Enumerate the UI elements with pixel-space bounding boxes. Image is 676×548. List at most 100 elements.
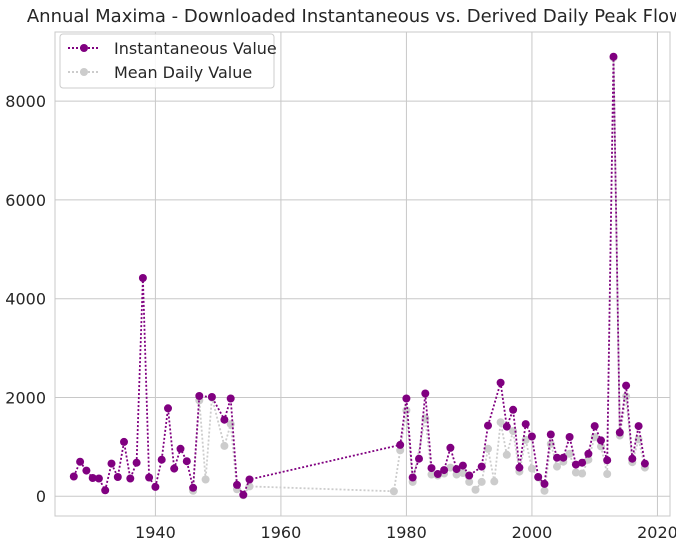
point-instantaneous-1955 — [245, 475, 254, 484]
y-tick-label-4000: 4000 — [5, 290, 46, 309]
point-instantaneous-1941 — [157, 455, 166, 464]
point-mean-daily-1995 — [496, 418, 505, 427]
point-mean-daily-1997 — [509, 427, 518, 436]
series-line-instantaneous — [72, 56, 646, 497]
point-instantaneous-1996 — [502, 422, 511, 431]
legend-label-instantaneous: Instantaneous Value — [114, 39, 277, 58]
y-tick-labels: 0 2000 4000 6000 8000 — [5, 92, 46, 506]
x-tick-label-1940: 1940 — [135, 523, 176, 542]
point-mean-daily-1992 — [477, 477, 486, 486]
point-mean-daily-1996 — [502, 450, 511, 459]
legend-marker-mean-daily — [80, 68, 88, 76]
point-mean-daily-1989 — [458, 469, 467, 477]
legend-label-mean-daily: Mean Daily Value — [114, 63, 252, 82]
point-instantaneous-1954 — [239, 490, 248, 499]
point-instantaneous-1990 — [465, 471, 474, 480]
point-instantaneous-1942 — [164, 404, 172, 413]
point-instantaneous-1944 — [176, 444, 185, 453]
point-instantaneous-1929 — [82, 466, 91, 475]
point-instantaneous-1988 — [452, 465, 461, 474]
series-mean-daily — [189, 53, 649, 500]
point-instantaneous-1940 — [151, 482, 160, 491]
y-tick-label-8000: 8000 — [5, 92, 46, 111]
point-instantaneous-2013 — [609, 52, 618, 61]
point-instantaneous-1987 — [446, 443, 455, 452]
point-instantaneous-1998 — [515, 463, 524, 472]
point-instantaneous-2012 — [603, 456, 612, 465]
point-instantaneous-1935 — [120, 437, 128, 446]
point-instantaneous-1933 — [107, 459, 116, 468]
point-instantaneous-1927 — [69, 472, 78, 481]
y-tick-label-2000: 2000 — [5, 388, 46, 407]
point-instantaneous-1930 — [88, 474, 97, 482]
point-instantaneous-1932 — [101, 486, 110, 495]
legend-marker-instantaneous — [80, 44, 88, 52]
chart-title: Annual Maxima - Downloaded Instantaneous… — [27, 6, 676, 27]
point-instantaneous-1937 — [132, 458, 141, 467]
point-instantaneous-1982 — [415, 454, 423, 463]
point-instantaneous-1980 — [402, 394, 411, 403]
point-mean-daily-1978 — [389, 487, 398, 496]
point-mean-daily-2002 — [540, 486, 549, 495]
point-instantaneous-1983 — [421, 389, 430, 398]
point-instantaneous-1949 — [207, 393, 216, 401]
point-instantaneous-2009 — [584, 449, 593, 458]
point-mean-daily-2017 — [634, 435, 643, 444]
point-instantaneous-2011 — [597, 436, 605, 445]
point-instantaneous-2001 — [534, 473, 543, 481]
point-mean-daily-1991 — [471, 485, 480, 494]
point-instantaneous-1985 — [433, 470, 442, 478]
x-tick-label-2020: 2020 — [637, 523, 676, 542]
point-mean-daily-1948 — [201, 475, 210, 484]
point-mean-daily-2008 — [578, 469, 587, 478]
point-instantaneous-1979 — [396, 440, 405, 449]
point-mean-daily-1990 — [465, 477, 474, 486]
point-instantaneous-1997 — [509, 405, 518, 414]
point-instantaneous-1947 — [195, 392, 204, 400]
x-tick-label-2000: 2000 — [512, 523, 553, 542]
point-instantaneous-1951 — [220, 415, 229, 424]
point-instantaneous-1938 — [138, 274, 147, 282]
legend-box — [59, 33, 275, 89]
point-mean-daily-2003 — [546, 439, 555, 448]
plot-frame — [54, 31, 671, 517]
point-mean-daily-1999 — [521, 435, 530, 444]
x-tick-label-1980: 1980 — [386, 523, 427, 542]
point-mean-daily-2012 — [603, 470, 612, 478]
point-instantaneous-2015 — [622, 381, 631, 390]
point-instantaneous-1952 — [226, 394, 235, 403]
point-mean-daily-1994 — [490, 477, 499, 486]
series-instantaneous — [69, 52, 649, 499]
point-instantaneous-1939 — [145, 473, 154, 482]
point-instantaneous-1946 — [189, 483, 198, 492]
point-instantaneous-2003 — [546, 430, 555, 439]
point-instantaneous-2000 — [527, 432, 536, 441]
point-instantaneous-2002 — [540, 479, 549, 488]
point-instantaneous-1945 — [182, 457, 191, 466]
point-instantaneous-2014 — [615, 428, 624, 437]
series-layer — [69, 52, 649, 500]
y-tick-label-0: 0 — [36, 487, 46, 506]
point-instantaneous-2017 — [634, 422, 643, 431]
point-instantaneous-2010 — [590, 422, 599, 431]
point-instantaneous-2008 — [578, 458, 587, 467]
point-mean-daily-1984 — [427, 470, 436, 479]
series-line-mean-daily — [192, 57, 646, 497]
point-mean-daily-2007 — [571, 468, 580, 477]
point-mean-daily-1987 — [446, 463, 455, 472]
point-instantaneous-2016 — [628, 454, 637, 463]
point-mean-daily-1955 — [245, 482, 254, 491]
point-instantaneous-1986 — [440, 466, 449, 475]
point-mean-daily-2006 — [565, 449, 574, 458]
point-instantaneous-2006 — [565, 433, 574, 441]
point-instantaneous-2007 — [571, 460, 580, 469]
x-tick-labels: 1940 1960 1980 2000 2020 — [135, 523, 676, 542]
y-tick-label-6000: 6000 — [5, 191, 46, 210]
point-instantaneous-1995 — [496, 378, 505, 387]
point-mean-daily-1952 — [226, 420, 235, 429]
point-instantaneous-2018 — [640, 459, 649, 468]
point-instantaneous-1928 — [76, 457, 85, 466]
grid-lines — [55, 32, 670, 516]
point-instantaneous-1936 — [126, 474, 135, 483]
